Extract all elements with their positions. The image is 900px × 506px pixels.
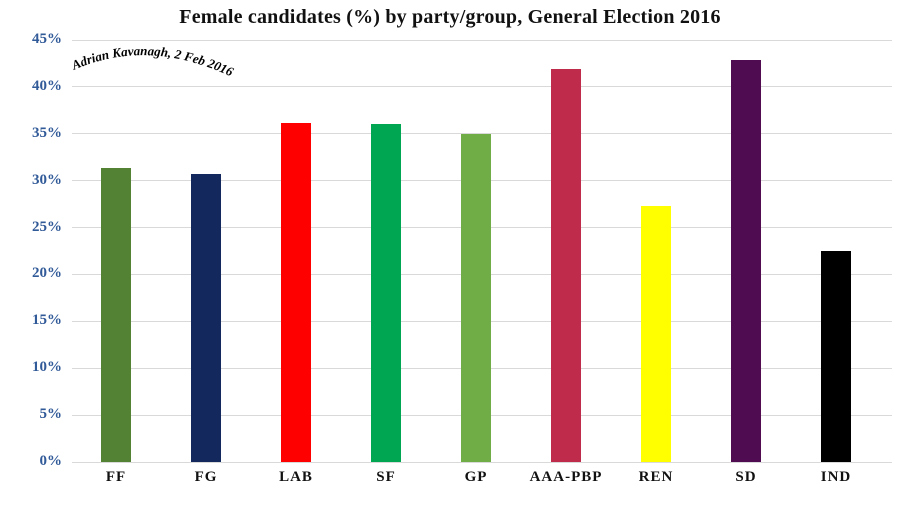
bar-AAA-PBP — [551, 69, 581, 462]
bar-REN — [641, 205, 671, 462]
y-axis-tick-label: 10% — [32, 359, 62, 376]
y-axis-tick-label: 30% — [32, 171, 62, 188]
svg-text:Adrian Kavanagh, 2 Feb 2016: Adrian Kavanagh, 2 Feb 2016 — [68, 43, 236, 79]
x-axis-label-FG: FG — [194, 469, 218, 485]
y-axis-tick-label: 15% — [32, 312, 62, 329]
bar-SD — [731, 59, 761, 462]
gridline-40 — [72, 86, 892, 88]
y-axis-tick-label: 20% — [32, 265, 62, 282]
x-axis-label-GP: GP — [464, 469, 488, 485]
bar-FG — [191, 174, 221, 462]
bar-SF — [371, 124, 401, 462]
chart-title: Female candidates (%) by party/group, Ge… — [179, 6, 721, 28]
x-axis-label-IND: IND — [820, 469, 852, 485]
y-axis-tick-label: 25% — [32, 218, 62, 235]
x-axis-label-REN: REN — [638, 469, 674, 485]
bar-FF — [101, 167, 131, 462]
bar-LAB — [281, 123, 311, 462]
y-axis-tick-label: 45% — [32, 31, 62, 47]
x-axis-label-AAA-PBP: AAA-PBP — [529, 469, 603, 485]
annotation-text: Adrian Kavanagh, 2 Feb 2016 — [68, 43, 236, 79]
x-axis-label-SD: SD — [735, 469, 757, 485]
y-axis-tick-label: 0% — [39, 453, 63, 469]
gridline-45 — [72, 39, 892, 41]
x-axis-label-LAB: LAB — [279, 469, 313, 485]
y-axis-tick-label: 40% — [32, 77, 62, 94]
y-axis-tick-label: 5% — [39, 406, 63, 423]
x-axis-label-FF: FF — [105, 469, 127, 485]
gridline-0 — [72, 461, 892, 463]
x-axis-label-SF: SF — [376, 469, 396, 485]
annotation-arc: Adrian Kavanagh, 2 Feb 2016 — [68, 43, 236, 79]
bar-GP — [461, 133, 491, 462]
bar-IND — [821, 251, 851, 462]
y-axis-tick-label: 35% — [32, 124, 62, 141]
